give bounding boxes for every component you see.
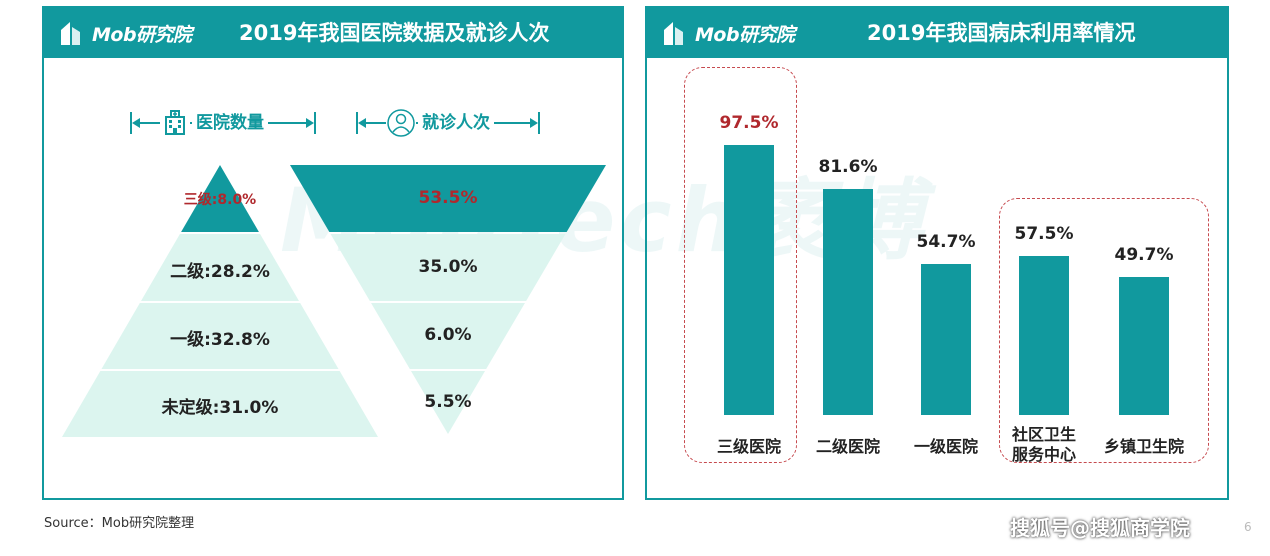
pyramid-layer-label: 一级:32.8% xyxy=(170,330,270,350)
funnel-layer xyxy=(371,303,525,369)
bar-category-label: 社区卫生 服务中心 xyxy=(1011,425,1076,464)
hospital-building-icon xyxy=(160,108,190,138)
page-number: 6 xyxy=(1244,520,1252,534)
bar xyxy=(921,263,971,415)
panel-header: Mob研究院 2019年我国医院数据及就诊人次 xyxy=(44,8,622,58)
panel-title: 2019年我国病床利用率情况 xyxy=(867,21,1136,45)
credit-watermark: 搜狐号@搜狐商学院 xyxy=(1010,516,1190,540)
pyramid-layer-label: 三级:8.0% xyxy=(183,192,257,208)
visits-funnel xyxy=(290,165,606,434)
bar xyxy=(1019,255,1069,415)
bar xyxy=(724,145,774,415)
highlight-box-community xyxy=(999,198,1209,463)
hospital-count-label: 医院数量 xyxy=(192,111,268,135)
bar xyxy=(1119,277,1169,415)
patient-visits-header: 就诊人次 xyxy=(356,108,540,138)
pyramid-layer xyxy=(181,165,259,232)
bar-category-label: 三级医院 xyxy=(716,437,781,456)
source-note: Source：Mob研究院整理 xyxy=(44,516,195,531)
bar-value-label: 49.7% xyxy=(1114,245,1174,266)
funnel-layer xyxy=(410,371,486,434)
patient-visits-label: 就诊人次 xyxy=(418,111,494,135)
mob-logo: Mob研究院 xyxy=(58,18,192,48)
funnel-layer-label: 35.0% xyxy=(418,256,478,277)
pyramid-layer-label: 未定级:31.0% xyxy=(161,398,279,418)
bar xyxy=(823,189,873,415)
funnel-layer-label: 53.5% xyxy=(418,187,478,208)
hospital-count-header: 医院数量 xyxy=(130,108,316,138)
funnel-layer-label: 6.0% xyxy=(424,325,472,345)
hospital-pyramid xyxy=(62,165,378,437)
pyramid-layer xyxy=(141,234,299,301)
person-icon xyxy=(386,108,416,138)
pyramid-layer xyxy=(62,371,378,437)
bar-category-label: 二级医院 xyxy=(815,437,880,456)
funnel-layer xyxy=(330,234,566,301)
funnel-layer xyxy=(290,165,606,232)
brand-name: Mob研究院 xyxy=(92,23,192,46)
bar-category-label: 一级医院 xyxy=(913,437,978,456)
bar-value-label: 54.7% xyxy=(916,231,976,252)
bar-category-label: 乡镇卫生院 xyxy=(1103,437,1184,456)
pyramid-layer-label: 二级:28.2% xyxy=(170,261,270,282)
bar-value-label: 81.6% xyxy=(818,157,878,178)
funnel-layer-label: 5.5% xyxy=(424,391,472,412)
mob-logo-icon xyxy=(58,18,88,48)
bar-value-label: 57.5% xyxy=(1014,223,1074,244)
bar-value-label: 97.5% xyxy=(719,113,779,133)
pyramid-layer xyxy=(101,303,339,369)
brand-name: Mob研究院 xyxy=(695,23,795,46)
panel-header: Mob研究院 2019年我国病床利用率情况 xyxy=(647,8,1227,58)
mob-logo-icon xyxy=(661,18,691,48)
mob-logo: Mob研究院 xyxy=(661,18,795,48)
highlight-box-tertiary xyxy=(684,67,797,463)
panel-title: 2019年我国医院数据及就诊人次 xyxy=(239,21,550,45)
